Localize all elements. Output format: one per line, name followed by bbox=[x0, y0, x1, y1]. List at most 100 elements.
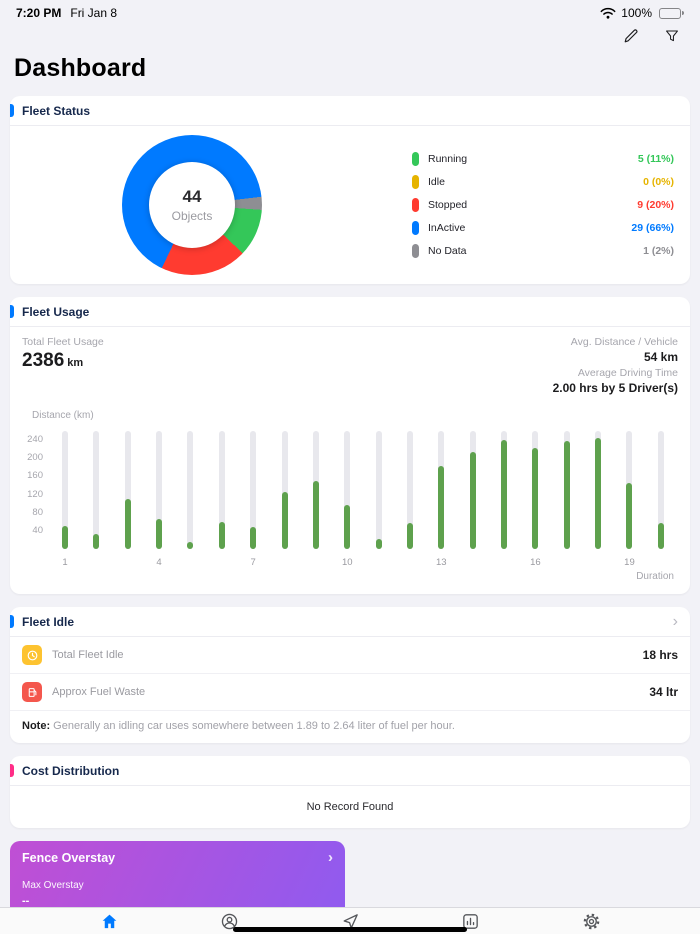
avg-time-value: 2.00 hrs by 5 Driver(s) bbox=[552, 381, 678, 395]
donut-center-label: Objects bbox=[171, 209, 213, 223]
fuel-row-value: 34 ltr bbox=[649, 685, 678, 699]
tab-navigation[interactable] bbox=[337, 909, 363, 933]
bar-track bbox=[406, 431, 413, 549]
fleet-status-header: Fleet Status bbox=[10, 96, 690, 126]
bar-fill bbox=[250, 527, 257, 549]
fleet-status-card: Fleet Status 44 Objects Running 5 (11%) Id… bbox=[10, 96, 690, 284]
y-axis-title: Distance (km) bbox=[32, 410, 94, 421]
x-tick-label: 7 bbox=[250, 557, 256, 568]
bar-fill bbox=[532, 448, 539, 549]
fuel-row-label: Approx Fuel Waste bbox=[52, 686, 146, 698]
edit-button[interactable] bbox=[622, 27, 640, 45]
avg-distance-value: 54 km bbox=[643, 350, 678, 364]
fuel-pump-icon bbox=[22, 682, 42, 702]
legend-swatch-icon bbox=[412, 221, 419, 235]
card-title: Fence Overstay bbox=[22, 850, 116, 865]
bar: 7 bbox=[250, 431, 257, 568]
tab-settings[interactable] bbox=[578, 909, 604, 933]
total-usage-label: Total Fleet Usage bbox=[22, 336, 104, 348]
header-accent bbox=[10, 615, 14, 628]
x-tick-label: 4 bbox=[156, 557, 162, 568]
home-indicator[interactable] bbox=[233, 927, 467, 932]
legend-swatch-icon bbox=[412, 175, 419, 189]
status-bar: 7:20 PM Fri Jan 8 100% bbox=[0, 0, 700, 22]
bar-track bbox=[93, 431, 100, 549]
max-overstay-value: -- bbox=[22, 895, 30, 907]
legend-label: No Data bbox=[428, 245, 467, 257]
x-tick-label: 19 bbox=[624, 557, 635, 568]
toolbar bbox=[0, 22, 700, 50]
x-tick-label: 1 bbox=[62, 557, 68, 568]
bar-fill bbox=[62, 526, 68, 549]
wifi-icon bbox=[600, 7, 616, 19]
y-tick-label: 200 bbox=[27, 452, 43, 464]
bar-fill bbox=[657, 523, 664, 549]
legend-value: 5 (11%) bbox=[637, 153, 674, 165]
card-title: Fleet Idle bbox=[22, 614, 75, 629]
bar-track bbox=[375, 431, 382, 549]
bar-chart-icon bbox=[461, 912, 480, 931]
note-text: Generally an idling car uses somewhere b… bbox=[50, 720, 455, 732]
bar-track bbox=[250, 431, 257, 549]
legend-item: Stopped 9 (20%) bbox=[412, 198, 674, 212]
x-tick-label: 16 bbox=[530, 557, 541, 568]
bar-chart-plot: 1 4 7 10 13 16 19 bbox=[48, 431, 674, 568]
legend-value: 29 (66%) bbox=[631, 222, 674, 234]
bar: 19 bbox=[624, 431, 635, 568]
fleet-idle-header[interactable]: Fleet Idle › bbox=[10, 607, 690, 637]
bar bbox=[469, 431, 476, 549]
legend-swatch-icon bbox=[412, 198, 419, 212]
bar-track bbox=[62, 431, 68, 549]
bar-track bbox=[218, 431, 225, 549]
note-label: Note: bbox=[22, 720, 51, 732]
bar-fill bbox=[156, 519, 163, 549]
card-title: Fleet Usage bbox=[22, 304, 90, 319]
card-title: Fleet Status bbox=[22, 103, 91, 118]
pencil-icon bbox=[622, 27, 640, 45]
legend-item: Idle 0 (0%) bbox=[412, 175, 674, 189]
navigation-arrow-icon bbox=[341, 912, 360, 931]
legend-item: No Data 1 (2%) bbox=[412, 244, 674, 258]
bar-fill bbox=[124, 499, 131, 549]
idle-note: Note: Generally an idling car uses somew… bbox=[10, 711, 690, 743]
y-tick-label: 80 bbox=[32, 506, 43, 518]
legend-label: Stopped bbox=[428, 199, 468, 211]
bar-track bbox=[156, 431, 163, 549]
bar bbox=[218, 431, 225, 549]
tab-tracking[interactable] bbox=[217, 909, 243, 933]
legend-value: 0 (0%) bbox=[643, 176, 674, 188]
bar bbox=[281, 431, 288, 549]
status-date: Fri Jan 8 bbox=[70, 6, 118, 20]
y-tick-label: 40 bbox=[32, 524, 43, 536]
cost-distribution-header: Cost Distribution bbox=[10, 756, 690, 786]
donut-center: 44 Objects bbox=[149, 162, 235, 248]
bar bbox=[595, 431, 602, 549]
fleet-usage-card: Fleet Usage Total Fleet Usage 2386 km Av… bbox=[10, 297, 690, 594]
tab-reports[interactable] bbox=[458, 909, 484, 933]
bar bbox=[312, 431, 319, 549]
idle-timer-icon bbox=[22, 645, 42, 665]
bar-fill bbox=[595, 438, 602, 549]
card-title: Cost Distribution bbox=[22, 763, 120, 778]
chevron-right-icon: › bbox=[328, 849, 333, 866]
bar-track bbox=[124, 431, 131, 549]
bar bbox=[187, 431, 194, 549]
bar bbox=[93, 431, 100, 549]
legend-label: InActive bbox=[428, 222, 466, 234]
tab-home[interactable] bbox=[96, 909, 122, 933]
bar: 1 bbox=[62, 431, 68, 568]
fuel-waste-row: Approx Fuel Waste 34 ltr bbox=[10, 674, 690, 711]
filter-button[interactable] bbox=[664, 28, 680, 44]
gear-icon bbox=[582, 912, 601, 931]
bar-fill bbox=[344, 505, 351, 549]
max-overstay-label: Max Overstay bbox=[22, 880, 84, 891]
bar bbox=[501, 431, 508, 549]
x-tick-label: 13 bbox=[436, 557, 447, 568]
bar: 10 bbox=[342, 431, 353, 568]
idle-row-label: Total Fleet Idle bbox=[52, 649, 124, 661]
donut-wrap: 44 Objects bbox=[122, 135, 262, 275]
fence-overstay-header: Fence Overstay › bbox=[10, 841, 345, 865]
header-accent bbox=[10, 764, 14, 777]
bar bbox=[657, 431, 664, 549]
